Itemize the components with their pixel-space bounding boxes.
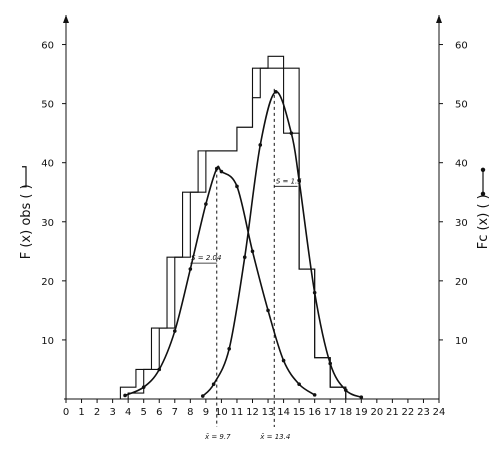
x-tick-label-15: 15 (293, 407, 306, 418)
x-tick-label-0: 0 (63, 407, 69, 418)
sd-label-2: S = 1.5 (276, 177, 302, 185)
y-axis-right-arrow (436, 15, 442, 23)
x-tick-label-12: 12 (246, 407, 259, 418)
curve-2-point-8 (297, 178, 301, 183)
curve-2-point-9 (312, 290, 317, 295)
curve-2-point-4 (242, 255, 247, 260)
y-left-tick-label-40: 40 (41, 159, 54, 170)
curve-2-point-10 (328, 361, 333, 366)
mean-label-2: x̄ = 13.4 (259, 433, 290, 441)
x-tick-label-2: 2 (94, 407, 100, 418)
curve-1-point-1 (123, 393, 127, 398)
legend-step-line-icon (22, 166, 27, 188)
curve-1-point-8 (219, 169, 224, 174)
curve-1-point-10 (250, 249, 255, 254)
x-tick-label-4: 4 (125, 407, 131, 418)
y-axis-left-title: F (x) obs ( ) (19, 184, 34, 259)
fitted-curve-1 (124, 165, 316, 397)
x-tick-label-1: 1 (78, 407, 84, 418)
x-tick-label-23: 23 (417, 407, 430, 418)
x-tick-label-14: 14 (277, 407, 290, 418)
curve-1-point-9 (235, 184, 239, 189)
observed-histogram-1 (119, 67, 347, 399)
y-left-tick-label-50: 50 (41, 100, 54, 111)
curve-1-point-2 (141, 385, 146, 389)
y-left-tick-label-30: 30 (41, 218, 54, 229)
legend-dot-top-icon (480, 167, 486, 172)
x-tick-label-20: 20 (370, 407, 383, 418)
y-left-tick-label-20: 20 (41, 277, 54, 288)
curve-2-point-3 (227, 346, 231, 351)
curve-1-point-12 (281, 358, 286, 363)
curve-2-point-5 (258, 143, 263, 147)
y-right-tick-label-20: 20 (455, 277, 468, 288)
observed-histogram-2 (127, 55, 362, 400)
fitted-points (123, 90, 364, 400)
x-tick-label-6: 6 (156, 407, 162, 418)
observed-histograms (119, 55, 362, 400)
y-right-tick-label-30: 30 (455, 218, 468, 229)
y-axis-right-title: Fc (x) ( ) (476, 194, 491, 249)
fitted-curve-2 (202, 90, 362, 398)
x-tick-label-22: 22 (402, 407, 415, 418)
curve-1-point-4 (172, 329, 177, 333)
curve-2-point-1 (200, 394, 205, 398)
x-tick-label-13: 13 (262, 407, 275, 418)
x-tick-label-7: 7 (172, 407, 178, 418)
sd-label-1: S = 2.04 (191, 254, 221, 262)
curve-2-point-11 (343, 388, 348, 392)
x-tick-label-21: 21 (386, 407, 399, 418)
y-right-tick-label-10: 10 (455, 336, 468, 347)
y-right-tick-label-60: 60 (455, 41, 468, 52)
y-left-tick-label-10: 10 (41, 336, 54, 347)
y-axis-left-arrow (63, 15, 69, 23)
curve-1-point-6 (204, 202, 208, 206)
x-tick-label-9: 9 (203, 407, 209, 418)
x-tick-label-24: 24 (433, 407, 446, 418)
x-tick-label-16: 16 (308, 407, 321, 418)
curve-2-point-12 (359, 395, 364, 400)
x-tick-label-19: 19 (355, 407, 368, 418)
y-left-tick-label-60: 60 (41, 41, 54, 52)
x-tick-label-11: 11 (231, 407, 244, 418)
x-tick-label-5: 5 (141, 407, 147, 418)
axes: 0 1 2 3 4 5 6 7 8 9 10 11 12 13 14 15 16 17 18 19 20 21 22 23 24… (19, 15, 491, 418)
x-tick-label-18: 18 (339, 407, 352, 418)
x-tick-label-10: 10 (215, 407, 228, 418)
curve-1-point-13 (297, 382, 301, 387)
legend-dot-bottom-icon (480, 191, 486, 196)
curve-1-point-11 (266, 308, 270, 313)
x-tick-label-17: 17 (324, 407, 337, 418)
curve-1-point-3 (157, 367, 162, 372)
curve-1-point-5 (188, 267, 193, 271)
annotations: x̄ = 9.7 x̄ = 13.4 S = 2.04 S = 1.5 (190, 88, 302, 441)
curve-1-point-14 (312, 393, 317, 397)
curve-2-point-2 (211, 382, 216, 387)
y-right-tick-label-40: 40 (455, 159, 468, 170)
x-tick-label-3: 3 (109, 407, 115, 418)
mean-label-1: x̄ = 9.7 (204, 433, 231, 441)
curve-2-point-7 (289, 131, 294, 135)
fitted-curves (124, 90, 362, 398)
y-right-tick-label-50: 50 (455, 100, 468, 111)
curve-2-point-6 (274, 90, 278, 94)
x-tick-label-8: 8 (187, 407, 193, 418)
